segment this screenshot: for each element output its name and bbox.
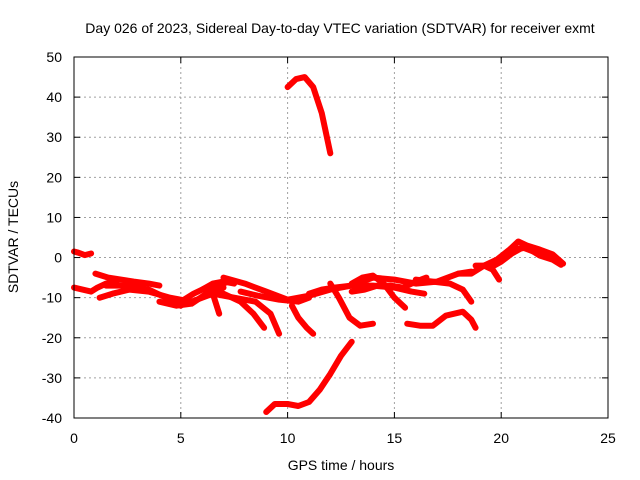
- y-tick-label: -10: [42, 290, 62, 306]
- y-tick-label: 0: [54, 250, 62, 266]
- series-s12: [237, 288, 312, 305]
- series-s5: [103, 282, 184, 309]
- series-layer: [71, 74, 567, 415]
- series-s20: [404, 308, 479, 331]
- series-s16: [306, 282, 428, 297]
- x-tick-label: 15: [387, 430, 403, 446]
- y-tick-label: 40: [46, 89, 62, 105]
- x-tick-label: 5: [177, 430, 185, 446]
- y-tick-label: -40: [42, 410, 62, 426]
- x-tick-label: 20: [493, 430, 509, 446]
- series-s15: [288, 302, 317, 337]
- y-tick-label: -20: [42, 330, 62, 346]
- y-tick-label: 50: [46, 49, 62, 65]
- series-s8: [199, 278, 238, 293]
- series-s25: [498, 244, 564, 268]
- series-s17: [327, 280, 376, 329]
- x-tick-label: 10: [280, 430, 296, 446]
- series-s22: [455, 238, 567, 277]
- series-s13: [284, 74, 334, 157]
- series-s11: [220, 290, 268, 331]
- series-s3: [92, 270, 163, 289]
- series-s18: [348, 272, 409, 311]
- chart-title: Day 026 of 2023, Sidereal Day-to-day VTE…: [85, 20, 594, 36]
- series-s1: [71, 248, 95, 259]
- y-axis-ticks: -40 -30 -20 -10 0 10 20 30 40 50: [42, 49, 608, 426]
- y-axis-label: SDTVAR / TECUs: [5, 181, 21, 293]
- grid: [74, 57, 608, 418]
- y-tick-label: 30: [46, 129, 62, 145]
- y-tick-label: 10: [46, 209, 62, 225]
- series-s14: [263, 338, 355, 415]
- y-tick-label: -30: [42, 370, 62, 386]
- plot-frame: [73, 56, 609, 419]
- y-tick-label: 20: [46, 169, 62, 185]
- x-axis-label: GPS time / hours: [288, 457, 395, 473]
- x-tick-label: 25: [600, 430, 616, 446]
- x-axis-ticks: 0 5 10 15 20 25: [70, 57, 616, 446]
- series-s21: [412, 276, 475, 305]
- x-tick-label: 0: [70, 430, 78, 446]
